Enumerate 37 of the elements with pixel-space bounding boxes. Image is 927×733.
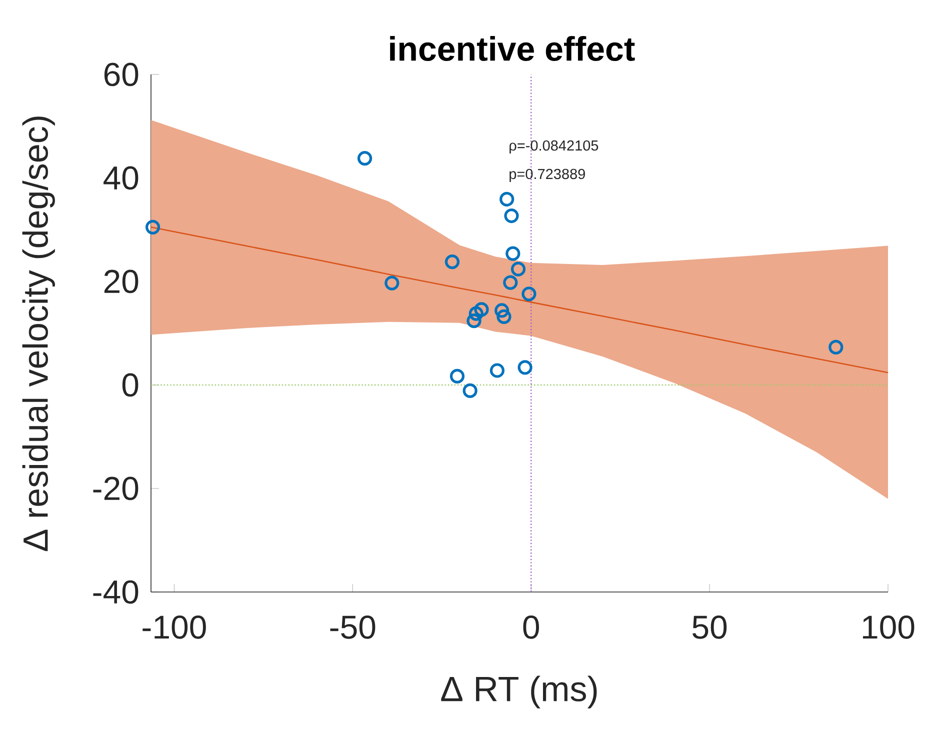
annotation: ρ=-0.0842105 (510, 140, 598, 154)
chart-title: incentive effect (390, 36, 635, 61)
point (468, 306, 484, 321)
point (466, 314, 482, 328)
x-axis-title: Δ RT (ms) (441, 676, 597, 708)
point (490, 363, 504, 378)
x-tick-label: -50 (330, 616, 376, 639)
annotation: p=0.723889 (510, 168, 585, 182)
point (522, 286, 536, 302)
point (444, 254, 460, 270)
x-tick-label: 0 (523, 616, 539, 639)
point (500, 192, 514, 207)
point (357, 151, 372, 166)
y-tick-label: -20 (93, 476, 138, 500)
y-tick-label: 40 (104, 166, 138, 190)
point (518, 360, 532, 375)
point (474, 302, 489, 317)
point (384, 276, 400, 290)
point (494, 303, 510, 318)
y-tick-label: -40 (93, 580, 138, 604)
y-tick-label: 0 (122, 373, 138, 397)
point (450, 368, 465, 384)
point (503, 275, 518, 290)
y-tick-label: 60 (104, 62, 138, 86)
x-tick-label: 50 (692, 616, 727, 639)
line-series (150, 226, 889, 374)
point (828, 340, 844, 355)
x-tick-label: 100 (862, 616, 914, 639)
point (496, 309, 512, 324)
x-tick-label: -100 (142, 616, 206, 639)
point (506, 246, 520, 261)
point (145, 220, 160, 234)
y-tick-label: 20 (104, 270, 138, 294)
y-axis-title: Δ residual velocity (deg/sec) (22, 116, 55, 552)
point (510, 262, 526, 276)
point (504, 208, 519, 224)
point (462, 383, 478, 398)
